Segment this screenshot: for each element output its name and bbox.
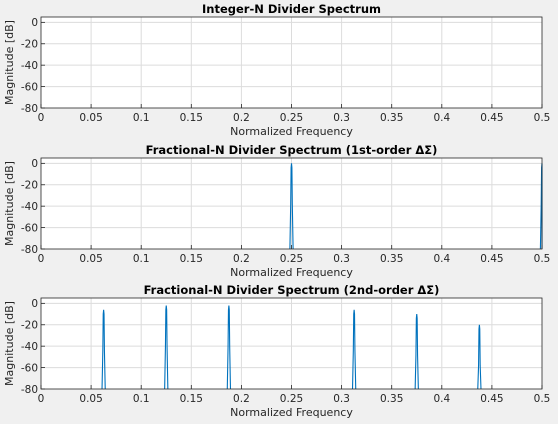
x-tick-label: 0.45 [480,112,503,124]
y-tick-label: -40 [21,341,38,353]
chart-title: Integer-N Divider Spectrum [202,2,381,16]
x-tick-label: 0.05 [79,253,102,265]
chart-title: Fractional-N Divider Spectrum (1st-order… [146,143,438,157]
x-tick-label: 0.35 [380,393,403,405]
x-tick-label: 0.4 [433,112,450,124]
x-tick-label: 0.05 [79,393,102,405]
y-tick-label: -80 [21,384,38,396]
spectrum-peak [164,305,169,390]
x-tick-label: 0.3 [333,393,350,405]
y-tick-label: -20 [21,320,38,332]
x-tick-label: 0.2 [233,112,250,124]
x-tick-label: 0.35 [380,253,403,265]
x-tick-label: 0.25 [280,112,303,124]
spectrum-peak [351,309,357,390]
y-axis-label: Magnitude [dB] [3,20,16,105]
y-axis-label: Magnitude [dB] [3,301,16,386]
spectrum-peak [101,309,106,390]
x-tick-label: 0.45 [480,393,503,405]
x-tick-label: 0.25 [280,253,303,265]
subplot-integer-n: 0 0.05 0.1 0.15 0.2 0.25 0.3 0.35 0.4 0.45 0.5 0 -20… [3,2,550,138]
x-tick-label: 0.1 [133,253,150,265]
x-tick-label: 0.15 [180,393,203,405]
x-tick-label: 0.05 [79,112,102,124]
subplot-fractional-n-1st-order: 0 0.05 0.1 0.15 0.2 0.25 0.3 0.35 0.4 0.45 0.5 0 -20… [3,143,550,279]
y-tick-label: -80 [21,244,38,256]
x-tick-label: 0.15 [180,253,203,265]
y-tick-label: 0 [31,298,38,310]
y-tick-label: -60 [21,362,38,374]
spectrum-peak [414,314,419,390]
y-tick-label: -40 [21,60,38,72]
y-tick-label: -20 [21,180,38,192]
spectrum-peak [289,163,294,250]
spectrum-peak [226,305,232,390]
x-tick-label: 0 [38,393,45,405]
x-tick-label: 0.35 [380,112,403,124]
x-tick-label: 0.5 [534,112,551,124]
x-tick-label: 0.15 [180,112,203,124]
x-axis-label: Normalized Frequency [230,125,353,138]
x-tick-label: 0.1 [133,112,150,124]
y-tick-label: -80 [21,103,38,115]
x-tick-label: 0.5 [534,253,551,265]
x-tick-label: 0.25 [280,393,303,405]
y-tick-label: -20 [21,39,38,51]
y-tick-label: -60 [21,81,38,93]
y-axis-label: Magnitude [dB] [3,161,16,246]
subplot-fractional-n-2nd-order: 0 0.05 0.1 0.15 0.2 0.25 0.3 0.35 0.4 0.45 0.5 0 -20… [3,283,550,419]
y-tick-label: 0 [31,17,38,29]
y-tick-label: -60 [21,222,38,234]
x-tick-label: 0.45 [480,253,503,265]
x-tick-label: 0.2 [233,253,250,265]
x-axis-label: Normalized Frequency [230,406,353,419]
y-tick-label: -40 [21,201,38,213]
x-axis-label: Normalized Frequency [230,266,353,279]
spectrum-peak [477,324,482,390]
x-tick-label: 0 [38,253,45,265]
x-tick-label: 0.4 [433,253,450,265]
x-tick-label: 0 [38,112,45,124]
x-tick-label: 0.3 [333,253,350,265]
x-tick-label: 0.3 [333,112,350,124]
chart-title: Fractional-N Divider Spectrum (2nd-order… [144,283,440,297]
x-tick-label: 0.1 [133,393,150,405]
x-tick-label: 0.2 [233,393,250,405]
y-tick-label: 0 [31,158,38,170]
x-tick-label: 0.5 [534,393,551,405]
x-tick-label: 0.4 [433,393,450,405]
